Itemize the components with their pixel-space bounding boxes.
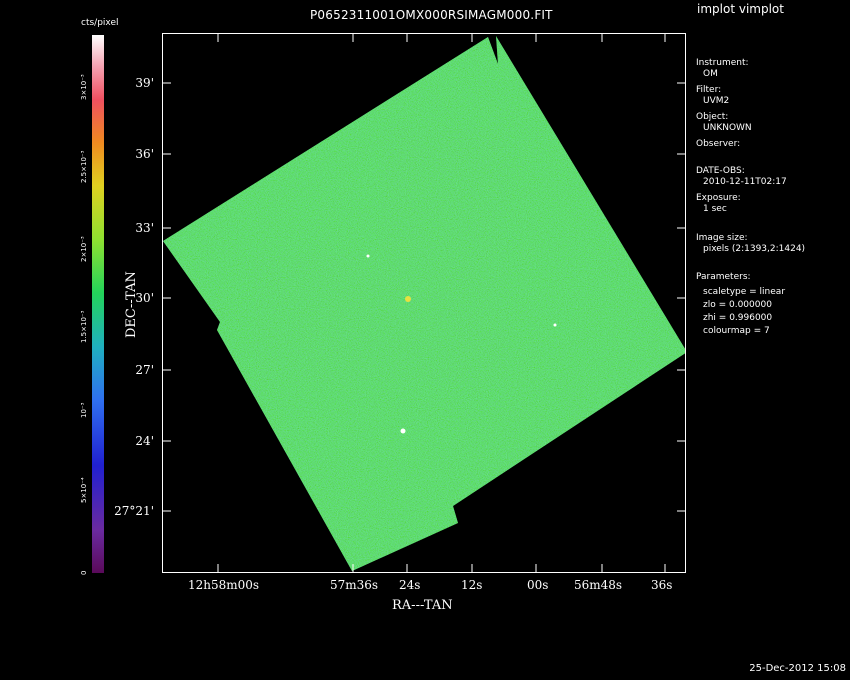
- info-params-label: Parameters:: [696, 272, 751, 282]
- info-imagesize-value: pixels (2:1393,2:1424): [703, 244, 806, 254]
- colorbar-tick: 10⁻³: [80, 402, 88, 418]
- info-date-label: DATE-OBS:: [696, 166, 745, 176]
- info-instrument-label: Instrument:: [696, 58, 749, 68]
- colorbar-tick: 1.5×10⁻³: [80, 310, 88, 343]
- colorbar-tick: 2.5×10⁻³: [80, 150, 88, 183]
- x-tick-label: 56m48s: [574, 578, 623, 592]
- info-exposure-label: Exposure:: [696, 193, 741, 203]
- sky-image-footprint: [163, 36, 685, 571]
- y-tick-label: 36': [135, 147, 154, 161]
- y-tick-label: 27': [135, 363, 154, 377]
- y-tick-label: 24': [135, 434, 154, 448]
- info-param-colourmap: colourmap = 7: [703, 326, 770, 336]
- info-observer-label: Observer:: [696, 139, 741, 149]
- x-tick-label: 12h58m00s: [188, 578, 260, 592]
- y-tick-label: 27°21': [114, 504, 154, 518]
- x-tick-label: 12s: [461, 578, 483, 592]
- colorbar-tick: 0: [80, 570, 88, 575]
- info-object-label: Object:: [696, 112, 729, 122]
- image-title: P0652311001OMX000RSIMAGM000.FIT: [310, 8, 553, 22]
- info-filter-label: Filter:: [696, 85, 722, 95]
- x-tick-label: 00s: [527, 578, 549, 592]
- bright-source: [553, 323, 557, 327]
- info-imagesize-label: Image size:: [696, 233, 748, 243]
- colorbar-tick: 5×10⁻⁴: [80, 477, 88, 503]
- plot-timestamp: 25-Dec-2012 15:08: [749, 663, 846, 674]
- bright-source: [366, 254, 370, 258]
- info-instrument-value: OM: [703, 69, 718, 79]
- info-object-value: UNKNOWN: [703, 123, 752, 133]
- colorbar-unit-label: cts/pixel: [81, 18, 119, 28]
- x-tick-label: 57m36s: [330, 578, 379, 592]
- colorbar-tick: 2×10⁻³: [80, 236, 88, 262]
- y-tick-label: 30': [135, 291, 154, 305]
- x-axis-label: RA---TAN: [392, 598, 453, 613]
- bright-source: [405, 296, 411, 302]
- info-filter-value: UVM2: [703, 96, 730, 106]
- colorbar-tick: 3×10⁻³: [80, 74, 88, 100]
- info-param-zhi: zhi = 0.996000: [703, 313, 773, 323]
- info-param-zlo: zlo = 0.000000: [703, 300, 772, 310]
- info-date-value: 2010-12-11T02:17: [703, 177, 787, 187]
- x-tick-label: 24s: [399, 578, 421, 592]
- info-exposure-value: 1 sec: [703, 204, 727, 214]
- plot-frame[interactable]: [162, 33, 686, 573]
- tick-marks: [163, 34, 685, 572]
- y-tick-label: 33': [135, 221, 154, 235]
- app-name: implot vimplot: [697, 2, 784, 16]
- colorbar: [92, 35, 104, 573]
- info-param-scaletype: scaletype = linear: [703, 287, 786, 297]
- x-tick-label: 36s: [651, 578, 673, 592]
- bright-source: [400, 428, 406, 434]
- sky-image: [163, 34, 685, 572]
- y-tick-label: 39': [135, 76, 154, 90]
